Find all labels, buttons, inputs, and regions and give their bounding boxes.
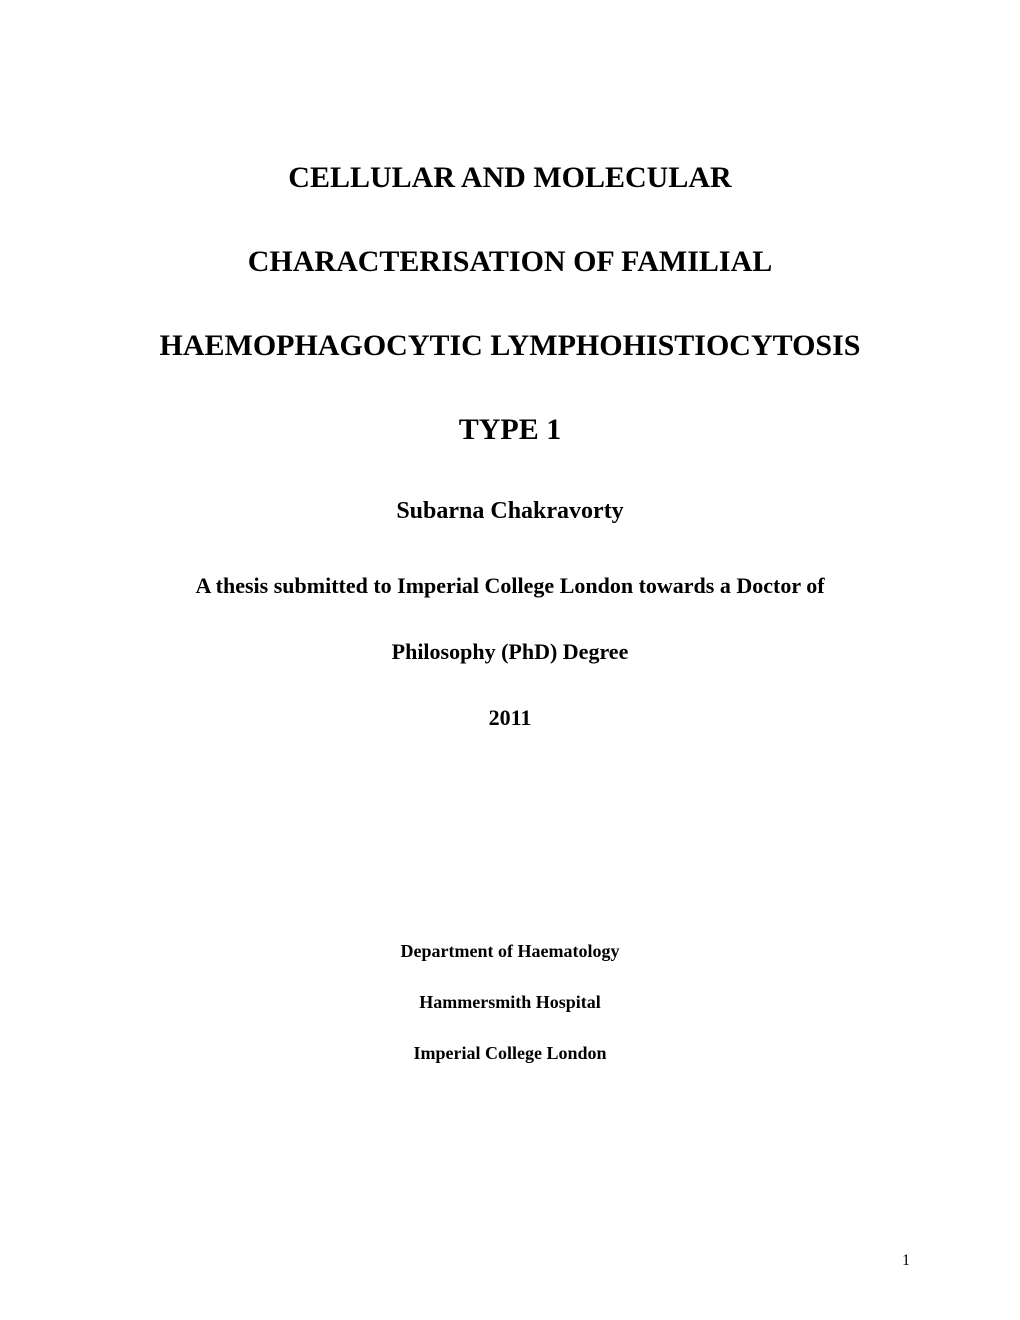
submission-text: A thesis submitted to Imperial College L… xyxy=(100,573,920,599)
affiliation-hospital: Hammersmith Hospital xyxy=(100,992,920,1013)
affiliation-college: Imperial College London xyxy=(100,1043,920,1064)
title-line-4: TYPE 1 xyxy=(100,412,920,448)
title-line-1: CELLULAR AND MOLECULAR xyxy=(100,160,920,196)
page-number: 1 xyxy=(902,1252,910,1270)
title-line-2: CHARACTERISATION OF FAMILIAL xyxy=(100,244,920,280)
affiliation-department: Department of Haematology xyxy=(100,941,920,962)
title-line-3: HAEMOPHAGOCYTIC LYMPHOHISTIOCYTOSIS xyxy=(100,328,920,364)
degree-text: Philosophy (PhD) Degree xyxy=(100,639,920,665)
author-name: Subarna Chakravorty xyxy=(100,498,920,525)
year-text: 2011 xyxy=(100,705,920,731)
title-block: CELLULAR AND MOLECULAR CHARACTERISATION … xyxy=(100,160,920,448)
